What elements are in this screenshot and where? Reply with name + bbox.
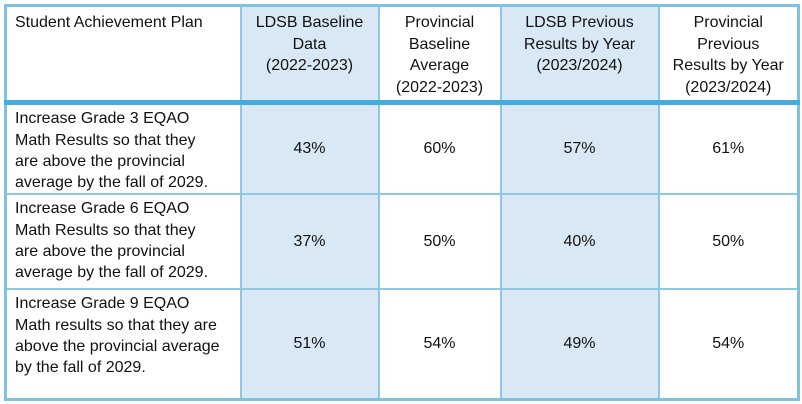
value-cell-grade6-provincial-previous: 50% bbox=[657, 193, 800, 291]
header-provincial-previous-results: Provincial Previous Results by Year (202… bbox=[657, 4, 800, 106]
value-cell-grade6-provincial-baseline: 50% bbox=[377, 193, 502, 291]
header-student-achievement-plan: Student Achievement Plan bbox=[4, 4, 242, 106]
header-ldsb-baseline-data: LDSB Baseline Data (2022-2023) bbox=[239, 4, 380, 106]
value-cell-grade3-ldsb-baseline: 43% bbox=[239, 101, 380, 196]
header-row: Student Achievement Plan LDSB Baseline D… bbox=[4, 4, 800, 106]
goal-cell-grade3: Increase Grade 3 EQAO Math Results so th… bbox=[4, 101, 242, 196]
value-cell-grade6-ldsb-previous: 40% bbox=[499, 193, 660, 291]
value-cell-grade6-ldsb-baseline: 37% bbox=[239, 193, 380, 291]
value-cell-grade9-ldsb-previous: 49% bbox=[499, 288, 660, 401]
header-ldsb-previous-results: LDSB Previous Results by Year (2023/2024… bbox=[499, 4, 660, 106]
value-cell-grade3-provincial-previous: 61% bbox=[657, 101, 800, 196]
table-row-grade9: Increase Grade 9 EQAO Math results so th… bbox=[4, 288, 800, 401]
value-cell-grade9-provincial-baseline: 54% bbox=[377, 288, 502, 401]
value-cell-grade3-provincial-baseline: 60% bbox=[377, 101, 502, 196]
value-cell-grade3-ldsb-previous: 57% bbox=[499, 101, 660, 196]
student-achievement-table: Student Achievement Plan LDSB Baseline D… bbox=[4, 4, 800, 401]
goal-cell-grade9: Increase Grade 9 EQAO Math results so th… bbox=[4, 288, 242, 401]
value-cell-grade9-provincial-previous: 54% bbox=[657, 288, 800, 401]
goal-cell-grade6: Increase Grade 6 EQAO Math Results so th… bbox=[4, 193, 242, 291]
value-cell-grade9-ldsb-baseline: 51% bbox=[239, 288, 380, 401]
header-provincial-baseline-average: Provincial Baseline Average (2022-2023) bbox=[377, 4, 502, 106]
table-row-grade6: Increase Grade 6 EQAO Math Results so th… bbox=[4, 193, 800, 291]
table-row-grade3: Increase Grade 3 EQAO Math Results so th… bbox=[4, 101, 800, 196]
